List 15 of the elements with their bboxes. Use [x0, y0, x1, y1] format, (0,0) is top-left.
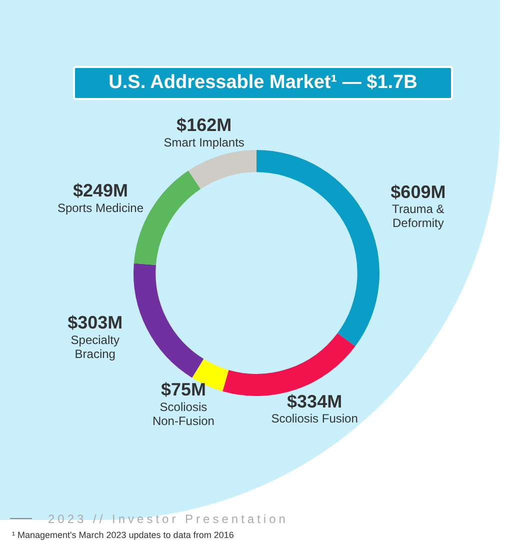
slice-label: Scoliosis Fusion [271, 412, 358, 426]
data-label: $334M [287, 391, 342, 412]
data-label: $609M [390, 182, 446, 202]
slice-label: Specialty Bracing [70, 332, 120, 361]
data-label: $303M [68, 312, 123, 333]
text: ¹ Management's March 2023 updates to data from 2016 [12, 530, 234, 540]
slice-label: Sports Medicine [57, 200, 144, 215]
slice-label: Trauma & Deformity [392, 202, 444, 230]
data-label: $75M [160, 380, 206, 400]
slice-label: Smart Implants [164, 136, 244, 150]
data-label: $162M [176, 115, 232, 136]
text: 2023 // Investor Presentation [48, 512, 288, 526]
chart-title: U.S. Addressable Market¹ — $1.7B [73, 66, 453, 100]
slice-label: Scoliosis Non-Fusion [152, 400, 214, 428]
data-label: $249M [72, 180, 128, 200]
